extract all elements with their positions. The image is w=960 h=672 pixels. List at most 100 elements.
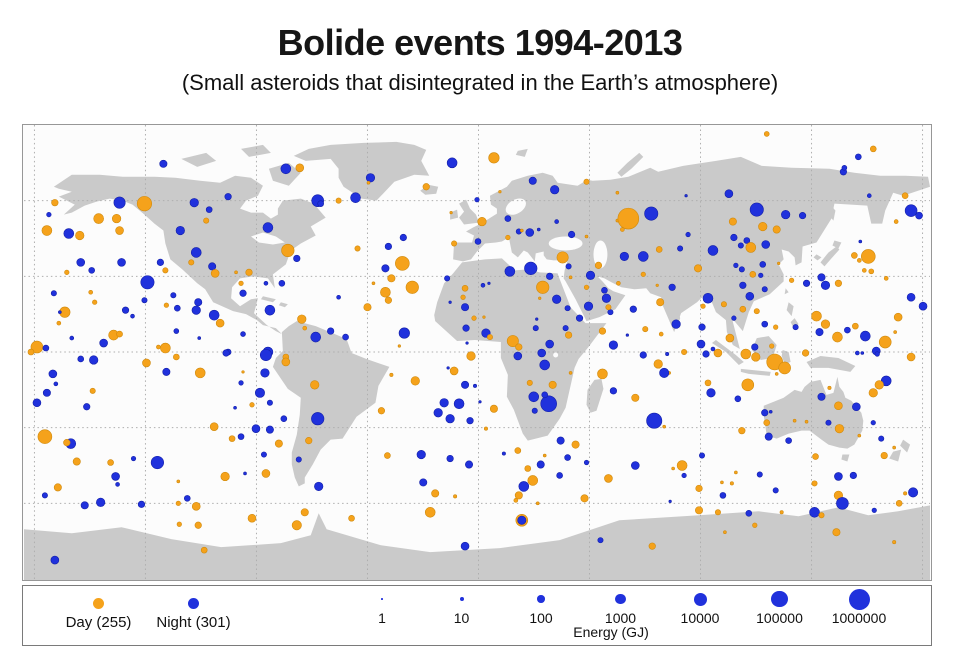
bolide-dot <box>208 309 220 321</box>
bolide-dot <box>461 303 470 312</box>
bolide-dot <box>280 415 288 422</box>
bolide-dot <box>883 276 889 281</box>
bolide-dot <box>48 369 58 379</box>
bolide-dot <box>540 395 557 413</box>
bolide-dot <box>460 541 470 551</box>
bolide-dot <box>461 380 470 389</box>
bolide-dot <box>583 301 594 311</box>
bolide-dot <box>653 359 663 369</box>
bolide-dot <box>514 447 522 454</box>
bolide-dot <box>539 359 550 371</box>
bolide-dot <box>89 387 96 394</box>
bolide-dot <box>713 348 723 358</box>
bolide-dot <box>609 387 617 395</box>
bolide-dot <box>51 199 59 207</box>
bolide-dot <box>419 478 428 487</box>
bolide-dot <box>827 385 832 390</box>
bolide-dot <box>550 185 560 195</box>
bolide-dot <box>768 409 773 414</box>
bolide-dot <box>665 352 670 356</box>
bolide-dot <box>834 424 844 434</box>
bolide-dot <box>594 261 603 269</box>
bolide-dot <box>295 163 305 173</box>
bolide-dot <box>88 289 93 295</box>
bolide-dot <box>310 380 320 390</box>
bolide-dot <box>866 193 872 198</box>
bolide-dot <box>53 381 59 387</box>
bolide-dot <box>27 348 35 356</box>
bolide-dot <box>597 368 608 380</box>
bolide-dot <box>892 540 897 545</box>
bolide-dot <box>538 296 542 300</box>
bolide-dot <box>785 437 792 444</box>
bolide-dot <box>668 499 672 503</box>
bolide-dot <box>565 331 573 339</box>
bolide-dot <box>761 409 769 417</box>
bolide-dot <box>704 379 712 387</box>
bolide-dot <box>506 335 519 348</box>
bolide-dot <box>200 546 208 554</box>
bolide-dot <box>176 521 182 527</box>
bolide-dot <box>695 484 703 492</box>
bolide-dot <box>852 402 861 412</box>
bolide-dot <box>616 281 621 286</box>
bolide-dot <box>366 180 371 185</box>
bolide-dot <box>720 301 727 308</box>
bolide-dot <box>224 193 232 201</box>
bolide-dot <box>53 483 62 492</box>
bolide-dot <box>327 327 335 335</box>
bolide-dot <box>749 271 757 278</box>
energy-tick-dot-icon <box>771 590 788 608</box>
bolide-dot <box>107 459 114 466</box>
bolide-dot <box>648 542 656 550</box>
bolide-dot <box>451 240 458 247</box>
bolide-dot <box>655 283 659 287</box>
bolide-dot <box>176 479 181 484</box>
bolide-dot <box>92 299 98 305</box>
bolide-dot <box>156 258 164 266</box>
bolide-dot <box>893 330 897 334</box>
bolide-dot <box>868 268 875 275</box>
bolide-dot <box>141 297 148 304</box>
bolide-dot <box>274 439 283 448</box>
bolide-dot <box>311 412 325 426</box>
bolide-dot <box>607 309 614 316</box>
bolide-dot <box>758 272 764 278</box>
bolide-dot <box>461 284 469 292</box>
bolide-dot <box>462 324 470 332</box>
bolide-dot <box>397 344 401 348</box>
bolide-dot <box>254 387 265 398</box>
bolide-dot <box>820 280 831 290</box>
bolide-dot <box>115 226 124 235</box>
bolide-dot <box>536 227 541 232</box>
bolide-dot <box>205 206 213 213</box>
bolide-dot <box>488 152 500 164</box>
energy-tick: 100000 <box>740 588 820 626</box>
night-swatch-icon <box>188 598 199 609</box>
bolide-dot <box>761 240 771 249</box>
bolide-dot <box>56 320 62 326</box>
bolide-dot <box>75 230 85 241</box>
bolide-dot <box>162 267 169 274</box>
bolide-dot <box>63 228 75 239</box>
bolide-dot <box>50 290 57 297</box>
bolide-dot <box>88 267 95 274</box>
bolide-dot <box>247 513 257 523</box>
bolide-dot <box>130 313 135 319</box>
bolide-dot <box>904 204 918 217</box>
bolide-dot <box>234 270 238 275</box>
bolide-dot <box>662 424 666 429</box>
bolide-dot <box>116 330 123 338</box>
bolide-dot <box>63 439 71 447</box>
bolide-dot <box>69 335 75 341</box>
energy-tick-label: 1000000 <box>831 610 887 626</box>
bolide-dot <box>878 435 885 442</box>
bolide-dot <box>903 491 908 496</box>
bolide-dot <box>264 304 276 316</box>
bolide-dot <box>77 355 85 363</box>
bolide-dot <box>619 251 629 262</box>
bolide-dot <box>528 391 540 403</box>
bolide-dot <box>525 228 535 237</box>
bolide-dot <box>159 159 168 168</box>
bolide-dot <box>751 343 759 351</box>
